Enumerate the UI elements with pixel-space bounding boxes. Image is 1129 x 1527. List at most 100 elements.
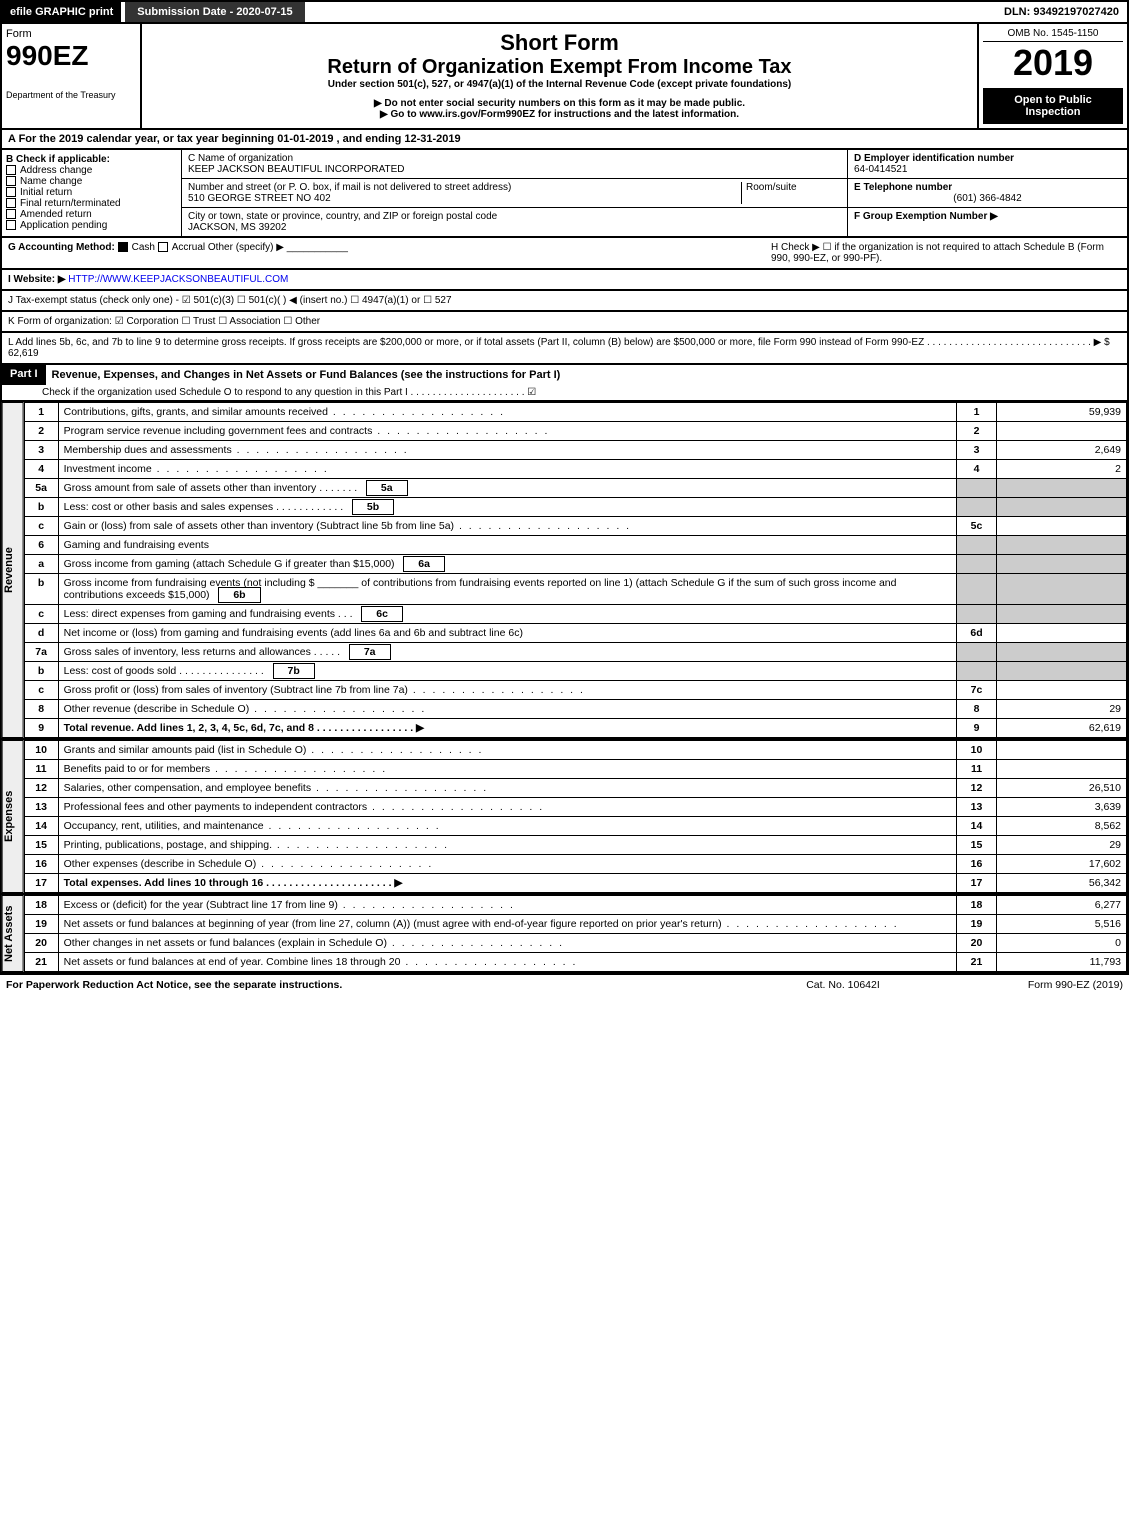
ln-4: 4 xyxy=(24,460,58,479)
ln-1: 1 xyxy=(24,403,58,422)
return-title: Return of Organization Exempt From Incom… xyxy=(148,56,971,79)
box-b-checkboxes: B Check if applicable: Address change Na… xyxy=(2,150,182,236)
amt-6 xyxy=(997,536,1127,555)
opt-address-change: Address change xyxy=(20,165,92,176)
ln-16-text: Other expenses (describe in Schedule O) xyxy=(58,855,956,874)
rn-2: 2 xyxy=(957,422,997,441)
omb-number: OMB No. 1545-1150 xyxy=(983,28,1123,42)
rn-9: 9 xyxy=(957,719,997,738)
mid-5b: 5b xyxy=(352,499,394,515)
rn-16: 16 xyxy=(957,855,997,874)
k-form-org: K Form of organization: ☑ Corporation ☐ … xyxy=(8,316,320,327)
rn-12: 12 xyxy=(957,779,997,798)
rn-7a xyxy=(957,643,997,662)
e-phone: (601) 366-4842 xyxy=(854,193,1121,204)
rn-3: 3 xyxy=(957,441,997,460)
amt-19: 5,516 xyxy=(997,915,1127,934)
i-website-link[interactable]: HTTP://WWW.KEEPJACKSONBEAUTIFUL.COM xyxy=(68,274,288,285)
ln-6: 6 xyxy=(24,536,58,555)
opt-amended-return: Amended return xyxy=(20,209,92,220)
ln-19-text: Net assets or fund balances at beginning… xyxy=(58,915,956,934)
ln-5c-text: Gain or (loss) from sale of assets other… xyxy=(58,517,956,536)
mid-7b: 7b xyxy=(273,663,315,679)
amt-5b xyxy=(997,498,1127,517)
amt-15: 29 xyxy=(997,836,1127,855)
ln-5a: 5a xyxy=(24,479,58,498)
chk-initial-return[interactable] xyxy=(6,187,16,197)
ln-5a-text: Gross amount from sale of assets other t… xyxy=(58,479,956,498)
ln-6b: b xyxy=(24,574,58,605)
rn-5b xyxy=(957,498,997,517)
revenue-section: Revenue 1Contributions, gifts, grants, a… xyxy=(0,402,1129,740)
footer-formref: Form 990-EZ (2019) xyxy=(923,979,1123,991)
amt-10 xyxy=(997,741,1127,760)
ln-18: 18 xyxy=(24,896,58,915)
opt-initial-return: Initial return xyxy=(20,187,72,198)
top-bar: efile GRAPHIC print Submission Date - 20… xyxy=(0,0,1129,24)
ln-7b-text: Less: cost of goods sold . . . . . . . .… xyxy=(58,662,956,681)
amt-17: 56,342 xyxy=(997,874,1127,893)
ln-15: 15 xyxy=(24,836,58,855)
ln-9-text: Total revenue. Add lines 1, 2, 3, 4, 5c,… xyxy=(58,719,956,738)
amt-9: 62,619 xyxy=(997,719,1127,738)
rn-1: 1 xyxy=(957,403,997,422)
chk-address-change[interactable] xyxy=(6,165,16,175)
ln-14-text: Occupancy, rent, utilities, and maintena… xyxy=(58,817,956,836)
ln-7b: b xyxy=(24,662,58,681)
ln-10-text: Grants and similar amounts paid (list in… xyxy=(58,741,956,760)
ln-7a: 7a xyxy=(24,643,58,662)
row-i: I Website: ▶ HTTP://WWW.KEEPJACKSONBEAUT… xyxy=(0,270,1129,291)
netassets-side-label: Net Assets xyxy=(2,895,24,972)
e-phone-label: E Telephone number xyxy=(854,182,1121,193)
chk-application-pending[interactable] xyxy=(6,220,16,230)
header-left: Form 990EZ Department of the Treasury xyxy=(2,24,142,128)
ln-3: 3 xyxy=(24,441,58,460)
ln-20-text: Other changes in net assets or fund bala… xyxy=(58,934,956,953)
footer-paperwork: For Paperwork Reduction Act Notice, see … xyxy=(6,979,763,991)
netassets-section: Net Assets 18Excess or (deficit) for the… xyxy=(0,895,1129,974)
amt-6a xyxy=(997,555,1127,574)
rn-19: 19 xyxy=(957,915,997,934)
rn-4: 4 xyxy=(957,460,997,479)
g-other: Other (specify) ▶ xyxy=(208,242,284,253)
ln-17: 17 xyxy=(24,874,58,893)
opt-name-change: Name change xyxy=(20,176,82,187)
c-city-label: City or town, state or province, country… xyxy=(188,211,841,222)
i-label: I Website: ▶ xyxy=(8,274,66,285)
goto-link[interactable]: ▶ Go to www.irs.gov/Form990EZ for instru… xyxy=(148,109,971,120)
ln-13: 13 xyxy=(24,798,58,817)
chk-cash[interactable] xyxy=(118,242,128,252)
chk-name-change[interactable] xyxy=(6,176,16,186)
ln-16: 16 xyxy=(24,855,58,874)
chk-amended-return[interactable] xyxy=(6,209,16,219)
amt-11 xyxy=(997,760,1127,779)
revenue-table: 1Contributions, gifts, grants, and simil… xyxy=(24,402,1127,738)
amt-6d xyxy=(997,624,1127,643)
ln-7a-text: Gross sales of inventory, less returns a… xyxy=(58,643,956,662)
g-label: G Accounting Method: xyxy=(8,242,115,253)
rn-13: 13 xyxy=(957,798,997,817)
ln-13-text: Professional fees and other payments to … xyxy=(58,798,956,817)
amt-1: 59,939 xyxy=(997,403,1127,422)
header-center: Short Form Return of Organization Exempt… xyxy=(142,24,977,128)
ln-6b-text: Gross income from fundraising events (no… xyxy=(58,574,956,605)
chk-final-return[interactable] xyxy=(6,198,16,208)
amt-7b xyxy=(997,662,1127,681)
chk-accrual[interactable] xyxy=(158,242,168,252)
rn-5a xyxy=(957,479,997,498)
amt-5a xyxy=(997,479,1127,498)
efile-print-label[interactable]: efile GRAPHIC print xyxy=(2,2,121,22)
ln-7c-text: Gross profit or (loss) from sales of inv… xyxy=(58,681,956,700)
ln-21-text: Net assets or fund balances at end of ye… xyxy=(58,953,956,972)
c-name-label: C Name of organization xyxy=(188,153,841,164)
box-g: G Accounting Method: Cash Accrual Other … xyxy=(8,242,761,264)
amt-21: 11,793 xyxy=(997,953,1127,972)
c-street-label: Number and street (or P. O. box, if mail… xyxy=(188,182,741,193)
amt-7a xyxy=(997,643,1127,662)
amt-18: 6,277 xyxy=(997,896,1127,915)
form-number: 990EZ xyxy=(6,40,136,72)
opt-application-pending: Application pending xyxy=(20,220,107,231)
row-j: J Tax-exempt status (check only one) - ☑… xyxy=(0,291,1129,312)
amt-13: 3,639 xyxy=(997,798,1127,817)
form-header: Form 990EZ Department of the Treasury Sh… xyxy=(0,24,1129,130)
